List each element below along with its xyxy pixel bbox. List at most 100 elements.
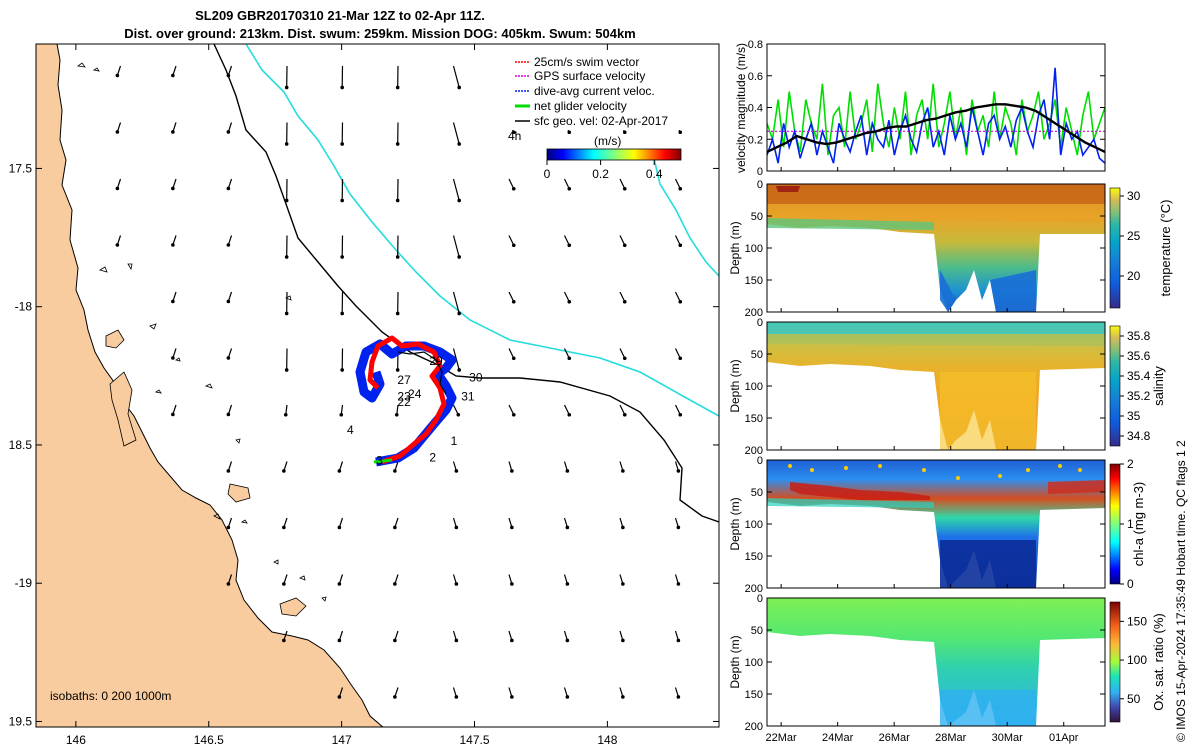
track-day-label: 2	[429, 451, 436, 465]
track-black	[397, 351, 447, 395]
colorbar-tick-label: 35.2	[1127, 389, 1151, 403]
depth-tick-label: 150	[745, 275, 763, 287]
legend-dive-avg: dive-avg current veloc.	[534, 84, 655, 98]
sfc-velocity-arrow	[563, 687, 570, 699]
velocity-series-line	[767, 103, 1105, 153]
map-y-tick-label: -18	[15, 300, 33, 314]
sfc-velocity-arrow	[226, 122, 233, 134]
sfc-velocity-arrow	[340, 291, 344, 316]
map-x-tick-label: 148	[597, 733, 617, 747]
sfc-velocity-arrow	[563, 178, 572, 191]
depth-tick-label: 0	[757, 179, 763, 191]
sfc-velocity-arrow	[282, 461, 288, 473]
track-day-label: 4	[347, 423, 354, 437]
sfc-velocity-arrow	[226, 348, 233, 360]
depth-tick-label: 150	[745, 413, 763, 425]
depth-tick-label: 50	[751, 487, 763, 499]
sfc-velocity-arrow	[337, 574, 344, 586]
sfc-velocity-arrow	[619, 291, 627, 304]
map-colorbar-tick: 0.4	[646, 167, 663, 181]
sfc-velocity-arrow	[563, 574, 570, 586]
track-day-label: 22	[397, 395, 411, 409]
colorbar-tick-label: 0	[1127, 577, 1134, 591]
sfc-velocity-arrow	[452, 517, 459, 530]
sfc-velocity-arrow	[395, 65, 400, 90]
velocity-panel: 0 0.2 0.4 0.6 0.8 velocity magnitude (m/s)	[734, 39, 1106, 178]
track-day-label: 23	[397, 390, 411, 404]
island	[105, 329, 125, 349]
velocity-y-tick: 0.8	[748, 39, 763, 51]
sfc-velocity-arrow	[171, 235, 177, 247]
date-tick-label: 28Mar	[935, 732, 967, 744]
sfc-velocity-arrow	[452, 122, 461, 146]
track-day-label: 24	[408, 387, 422, 401]
map-x-tick-label: 147.5	[459, 733, 489, 747]
sfc-velocity-arrow	[340, 65, 344, 90]
sfc-velocity-arrow	[115, 178, 122, 191]
sfc-velocity-arrow	[563, 461, 570, 473]
sfc-velocity-arrow	[340, 235, 344, 259]
map-y-tick-label: 17.5	[9, 161, 33, 175]
sfc-velocity-arrow	[340, 122, 344, 146]
sfc-velocity-arrow	[340, 348, 344, 372]
land-mass	[36, 44, 384, 727]
colorbar-tick-label: 35.4	[1127, 369, 1151, 383]
date-tick-label: 30Mar	[992, 732, 1024, 744]
sfc-velocity-arrow	[282, 630, 288, 643]
sfc-velocity-arrow	[115, 65, 122, 78]
sfc-velocity-arrow	[284, 122, 289, 146]
depth-tick-label: 50	[751, 211, 763, 223]
map-x-tick-label: 146	[66, 733, 86, 747]
sfc-velocity-arrow	[283, 404, 288, 417]
sfc-velocity-arrow	[226, 574, 233, 586]
sfc-velocity-arrow	[674, 291, 683, 304]
date-tick-label: 26Mar	[879, 732, 911, 744]
sfc-velocity-arrow	[337, 687, 344, 699]
depth-tick-label: 100	[745, 519, 763, 531]
sfc-velocity-arrow	[452, 461, 459, 473]
depth-tick-label: 200	[745, 445, 763, 457]
legend-sfc-geo: sfc geo. vel: 02-Apr-2017	[534, 114, 668, 128]
map-colorbar-label: (m/s)	[594, 134, 621, 148]
chlorophyll-clabel: chl-a (mg m-3)	[1131, 482, 1146, 567]
colorbar-tick-label: 20	[1127, 269, 1141, 283]
track-day-label: 3	[376, 453, 383, 467]
isobath-1000m	[245, 44, 719, 417]
sfc-velocity-arrow	[563, 630, 570, 643]
colorbar-tick-label: 100	[1127, 653, 1147, 667]
sfc-velocity-arrow	[452, 687, 459, 699]
depth-tick-label: 0	[757, 593, 763, 605]
sfc-velocity-arrow	[337, 517, 344, 530]
sfc-velocity-arrow	[619, 404, 627, 417]
depth-tick-label: 150	[745, 551, 763, 563]
sfc-velocity-arrow	[284, 178, 289, 203]
date-tick-label: 22Mar	[766, 732, 798, 744]
sfc-velocity-arrow	[619, 687, 625, 699]
salinity-clabel: salinity	[1151, 366, 1166, 406]
sfc-velocity-arrow	[619, 517, 625, 530]
sfc-velocity-arrow	[674, 178, 683, 191]
sfc-velocity-arrow	[340, 178, 344, 203]
sfc-velocity-arrow	[115, 235, 122, 247]
sfc-velocity-arrow	[508, 461, 514, 473]
reef-outlines	[76, 62, 327, 602]
isobath-note: isobaths: 0 200 1000m	[50, 689, 171, 703]
sfc-velocity-arrow	[452, 291, 461, 316]
sfc-velocity-arrow	[284, 65, 289, 90]
sfc-velocity-arrow	[452, 65, 461, 90]
depth-tick-label: 0	[757, 455, 763, 467]
sfc-velocity-arrow	[394, 404, 399, 417]
sfc-velocity-arrow	[674, 630, 681, 643]
velocity-ylabel: velocity magnitude (m/s)	[734, 43, 748, 173]
sfc-velocity-arrow	[171, 348, 177, 360]
sfc-velocity-arrow	[226, 65, 233, 78]
salinity-ylabel: Depth (m)	[728, 359, 742, 412]
colorbar-tick-label: 50	[1127, 692, 1141, 706]
date-tick-label: 24Mar	[822, 732, 854, 744]
map-y-tick-label: 18.5	[9, 438, 33, 452]
sfc-velocity-arrow	[619, 235, 627, 248]
sfc-velocity-arrow	[226, 461, 233, 473]
oxygen-clabel: Ox. sat. ratio (%)	[1151, 613, 1166, 711]
sfc-velocity-arrow	[393, 687, 399, 699]
